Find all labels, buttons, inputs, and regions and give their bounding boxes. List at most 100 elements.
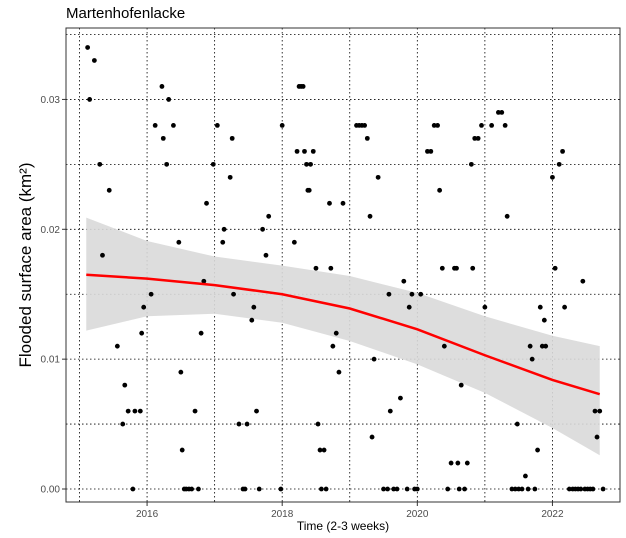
- data-point: [236, 421, 242, 427]
- data-point: [552, 265, 558, 271]
- data-point: [333, 330, 339, 336]
- data-point: [231, 291, 236, 297]
- data-point: [456, 486, 462, 492]
- data-point: [462, 486, 468, 492]
- data-point: [367, 213, 373, 219]
- data-point: [580, 278, 586, 284]
- data-point: [431, 122, 437, 128]
- data-point: [204, 200, 209, 206]
- data-point: [266, 213, 272, 219]
- data-point: [249, 317, 255, 323]
- data-point: [385, 486, 390, 492]
- data-point: [214, 122, 220, 128]
- data-point: [455, 460, 461, 466]
- data-point: [336, 369, 342, 375]
- data-point: [114, 343, 120, 349]
- data-point: [539, 343, 545, 349]
- data-point: [541, 317, 547, 323]
- data-point: [556, 161, 562, 167]
- data-point: [404, 486, 410, 492]
- data-point: [406, 304, 412, 310]
- trend-line-group: [86, 273, 601, 396]
- data-point: [525, 486, 531, 492]
- data-point: [425, 148, 430, 154]
- data-point: [441, 343, 447, 349]
- data-point: [514, 421, 520, 427]
- data-point: [532, 486, 538, 492]
- data-point: [468, 161, 474, 167]
- data-point: [387, 408, 393, 414]
- data-point: [470, 265, 476, 271]
- data-point: [439, 265, 445, 271]
- data-point: [159, 84, 165, 89]
- data-point: [464, 460, 470, 466]
- data-point: [364, 135, 370, 141]
- data-point: [321, 447, 327, 453]
- data-point: [509, 486, 515, 492]
- data-point: [495, 110, 501, 115]
- data-point: [454, 265, 459, 271]
- data-point: [323, 486, 329, 492]
- data-point: [221, 226, 227, 232]
- data-point: [229, 135, 235, 141]
- y-tick-label: 0.02: [41, 225, 61, 236]
- data-point: [529, 356, 535, 362]
- data-point: [543, 343, 549, 349]
- data-point: [278, 486, 284, 492]
- data-point: [166, 97, 172, 102]
- data-point: [537, 304, 543, 310]
- data-point: [148, 291, 154, 297]
- data-point: [210, 161, 216, 167]
- data-point: [279, 122, 285, 128]
- data-point: [448, 460, 454, 466]
- data-points-group: [85, 45, 606, 492]
- data-point: [227, 174, 233, 180]
- y-axis-label: Flooded surface area (km²): [16, 162, 35, 367]
- data-point: [254, 408, 259, 414]
- data-point: [499, 110, 505, 115]
- data-point: [87, 97, 93, 102]
- data-point: [409, 291, 415, 297]
- data-point: [445, 486, 451, 492]
- data-point: [590, 486, 596, 492]
- data-point: [304, 161, 309, 167]
- x-tick-label: 2022: [541, 509, 564, 520]
- data-point: [597, 408, 603, 414]
- data-point: [428, 148, 434, 154]
- data-point: [535, 447, 540, 453]
- confidence-band-group: [86, 217, 600, 456]
- data-point: [306, 187, 312, 193]
- data-point: [560, 148, 565, 154]
- data-point: [91, 58, 97, 63]
- data-point: [600, 486, 606, 492]
- data-point: [260, 226, 266, 232]
- confidence-band: [86, 217, 600, 456]
- data-point: [244, 421, 250, 427]
- data-point: [294, 148, 300, 154]
- data-point: [401, 278, 407, 284]
- data-point: [171, 122, 176, 128]
- y-tick-label: 0.03: [41, 95, 61, 106]
- data-point: [562, 304, 567, 310]
- x-tick-label: 2016: [136, 509, 159, 520]
- x-axis-ticks: 2016 2018 2020 2022: [136, 502, 564, 520]
- data-point: [300, 84, 306, 89]
- data-point: [97, 161, 103, 167]
- chart-title: Martenhofenlacke: [66, 5, 186, 22]
- data-point: [482, 304, 488, 310]
- x-tick-label: 2020: [406, 509, 429, 520]
- data-point: [201, 278, 207, 284]
- data-point: [375, 174, 381, 180]
- data-point: [414, 486, 420, 492]
- data-point: [310, 148, 316, 154]
- data-point: [594, 434, 600, 440]
- data-point: [120, 421, 126, 427]
- data-point: [189, 486, 195, 492]
- y-axis-ticks: 0.00 0.01 0.02 0.03: [41, 95, 66, 496]
- data-point: [318, 486, 324, 492]
- data-point: [504, 213, 510, 219]
- data-point: [458, 382, 464, 388]
- data-point: [251, 304, 257, 310]
- data-point: [550, 174, 555, 180]
